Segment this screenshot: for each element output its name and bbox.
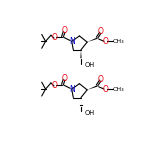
Text: O: O xyxy=(97,27,103,36)
Text: O: O xyxy=(52,81,58,90)
Text: OH: OH xyxy=(85,110,95,116)
Text: O: O xyxy=(103,85,109,94)
Text: O: O xyxy=(52,33,58,42)
Text: N: N xyxy=(69,37,75,46)
Text: OH: OH xyxy=(85,62,95,68)
Text: O: O xyxy=(103,37,109,46)
Text: O: O xyxy=(62,74,68,83)
Polygon shape xyxy=(87,38,97,42)
Text: O: O xyxy=(62,26,68,35)
Polygon shape xyxy=(80,50,82,58)
Text: CH₃: CH₃ xyxy=(112,39,124,44)
Text: O: O xyxy=(97,75,103,84)
Text: CH₃: CH₃ xyxy=(112,87,124,92)
Polygon shape xyxy=(87,85,97,90)
Text: N: N xyxy=(69,85,75,94)
